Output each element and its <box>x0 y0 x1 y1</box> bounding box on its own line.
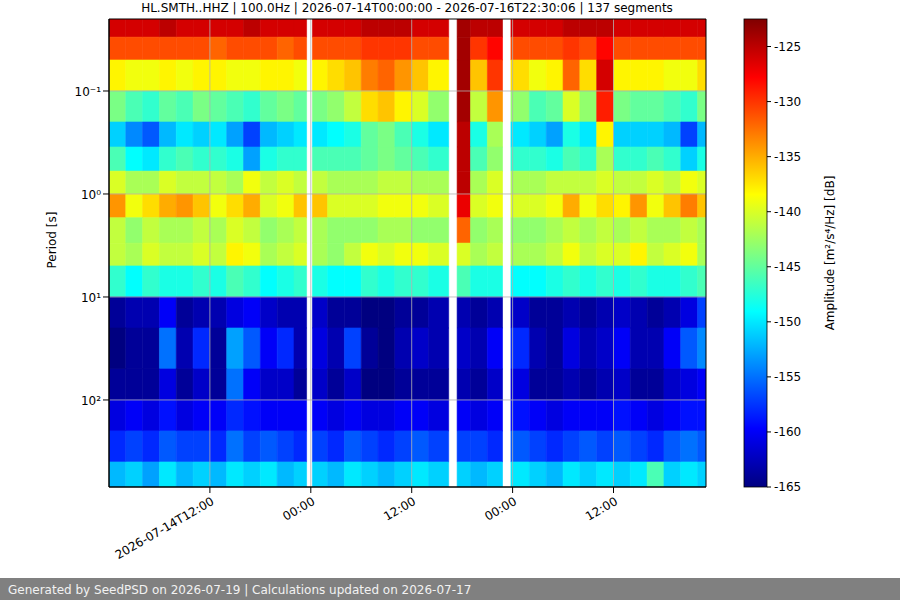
svg-text:12:00: 12:00 <box>583 494 620 523</box>
svg-text:10⁻¹: 10⁻¹ <box>75 85 102 99</box>
svg-text:00:00: 00:00 <box>280 494 317 523</box>
svg-text:-155: -155 <box>774 370 801 384</box>
svg-text:-130: -130 <box>774 95 801 109</box>
svg-text:Amplitude [m²/s⁴/Hz] [dB]: Amplitude [m²/s⁴/Hz] [dB] <box>823 176 837 331</box>
svg-text:-140: -140 <box>774 205 801 219</box>
svg-text:10⁰: 10⁰ <box>81 188 101 202</box>
svg-text:10²: 10² <box>81 394 101 408</box>
svg-text:-145: -145 <box>774 260 801 274</box>
svg-text:12:00: 12:00 <box>381 494 418 523</box>
svg-text:2026-07-14T12:00: 2026-07-14T12:00 <box>113 494 217 562</box>
svg-text:Period [s]: Period [s] <box>45 212 59 269</box>
svg-text:-165: -165 <box>774 480 801 494</box>
svg-text:-160: -160 <box>774 425 801 439</box>
svg-text:-135: -135 <box>774 150 801 164</box>
svg-text:-150: -150 <box>774 315 801 329</box>
svg-text:-125: -125 <box>774 40 801 54</box>
svg-text:HL.SMTH..HHZ | 100.0Hz | 2026-: HL.SMTH..HHZ | 100.0Hz | 2026-07-14T00:0… <box>141 1 673 15</box>
svg-text:Generated by SeedPSD on 2026-0: Generated by SeedPSD on 2026-07-19 | Cal… <box>8 583 471 597</box>
svg-text:10¹: 10¹ <box>81 291 101 305</box>
svg-text:00:00: 00:00 <box>482 494 519 523</box>
